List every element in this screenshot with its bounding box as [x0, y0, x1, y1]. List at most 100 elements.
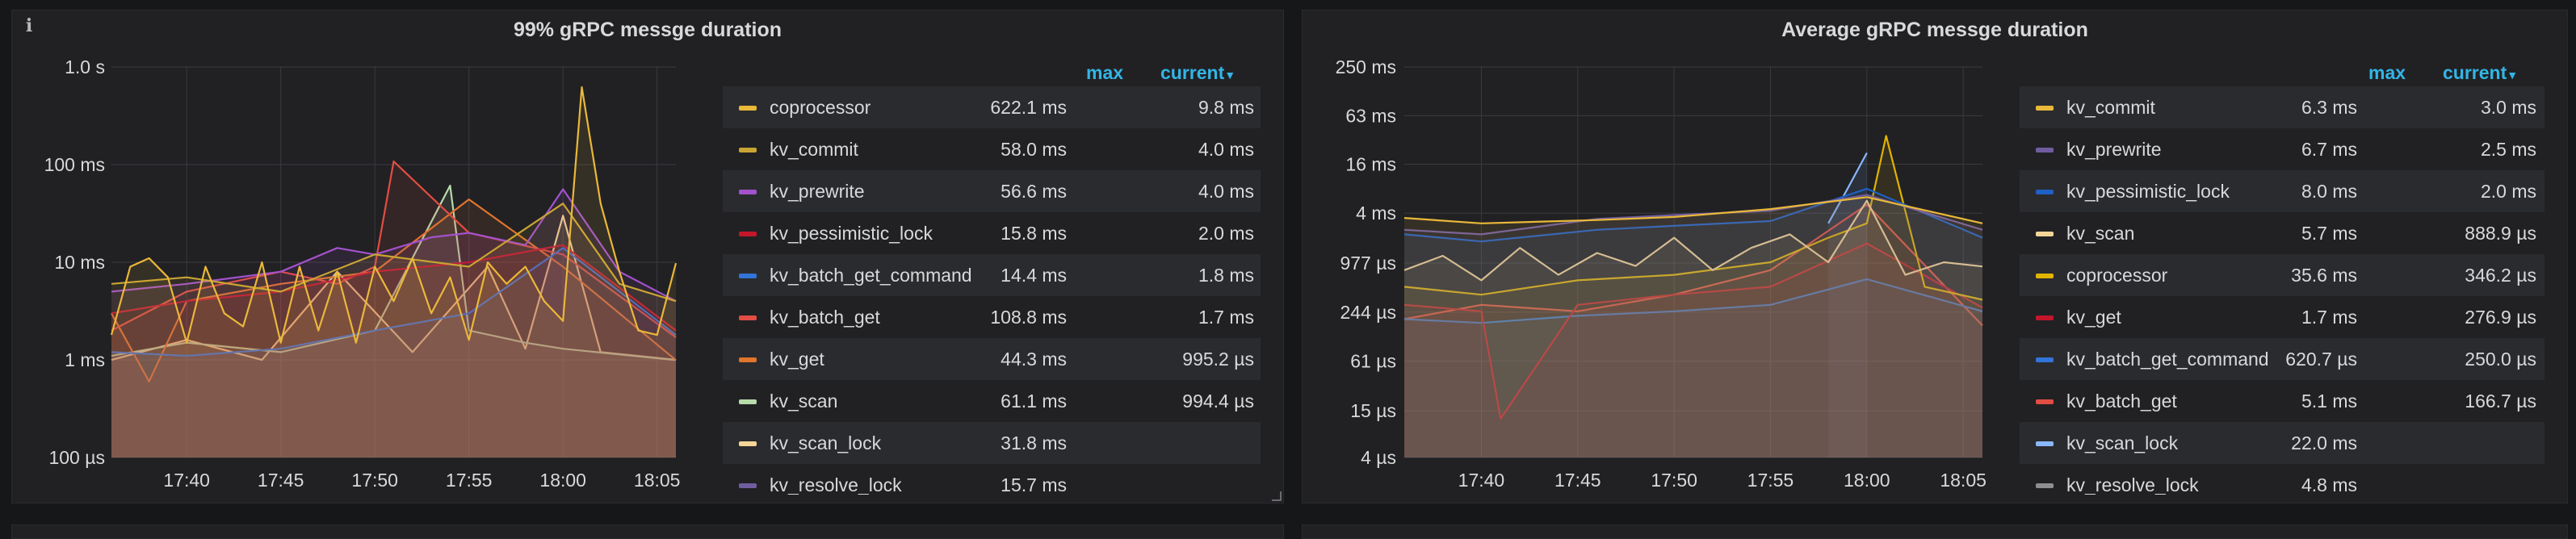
series-area — [111, 203, 676, 458]
legend-item[interactable]: kv_commit 6.3 ms 3.0 ms — [2020, 86, 2545, 128]
series-line[interactable] — [1403, 196, 1983, 224]
legend-swatch — [2036, 441, 2054, 446]
legend-item[interactable]: kv_batch_get_command 14.4 ms 1.8 ms — [723, 254, 1261, 296]
resize-handle[interactable] — [1272, 491, 1282, 501]
series-area — [1404, 194, 1982, 458]
x-tick-label: 17:45 — [1554, 470, 1601, 491]
series-area — [111, 244, 676, 458]
series-line[interactable] — [1403, 194, 1983, 236]
series-line[interactable] — [1403, 199, 1983, 282]
series-line[interactable] — [1403, 242, 1983, 420]
plot-area[interactable]: 1.0 s 100 ms 10 ms 1 ms 100 µs 17:40 17:45 17:5… — [12, 10, 723, 503]
legend-current-header[interactable]: current▼ — [2443, 62, 2518, 84]
y-tick-label: 100 ms — [44, 154, 105, 175]
legend-swatch — [739, 106, 757, 111]
legend-series-name: kv_prewrite — [770, 181, 865, 202]
legend-series-name: kv_pessimistic_lock — [770, 223, 933, 244]
panel-title[interactable]: Average gRPC messge duration — [1781, 19, 2088, 41]
series-line[interactable] — [1403, 135, 1983, 301]
legend-item[interactable]: coprocessor 35.6 ms 346.2 µs — [2020, 254, 2545, 296]
legend-max-value: 6.3 ms — [2301, 97, 2357, 118]
series-area — [111, 248, 676, 458]
series-area — [1404, 243, 1982, 458]
series-area — [111, 199, 676, 458]
legend-swatch — [2036, 106, 2054, 111]
y-tick-label: 250 ms — [1336, 56, 1396, 77]
series-line[interactable] — [1827, 152, 1868, 224]
legend-current-value: 4.0 ms — [1198, 139, 1254, 160]
legend-swatch — [2036, 357, 2054, 362]
legend-item[interactable]: kv_resolve_lock 4.8 ms — [2020, 464, 2545, 495]
legend-item[interactable]: kv_batch_get 108.8 ms 1.7 ms — [723, 296, 1261, 338]
series-line[interactable] — [111, 247, 677, 357]
legend-swatch — [739, 274, 757, 278]
x-tick-label: 17:55 — [1747, 470, 1794, 491]
x-tick-label: 17:50 — [351, 470, 398, 491]
legend-current-value: 888.9 µs — [2465, 223, 2536, 244]
sort-desc-icon: ▼ — [1224, 69, 1236, 81]
legend-item[interactable]: kv_batch_get 5.1 ms 166.7 µs — [2020, 380, 2545, 422]
legend-current-value: 2.0 ms — [1198, 223, 1254, 244]
legend-swatch — [739, 148, 757, 153]
legend-item[interactable]: kv_scan_lock 31.8 ms — [723, 422, 1261, 464]
info-icon[interactable]: i — [25, 15, 33, 36]
legend-item[interactable]: kv_pessimistic_lock 8.0 ms 2.0 ms — [2020, 170, 2545, 212]
x-tick-label: 17:40 — [1458, 470, 1505, 491]
legend-current-label: current — [2443, 62, 2507, 83]
legend-item[interactable]: kv_scan 5.7 ms 888.9 µs — [2020, 212, 2545, 254]
legend-current-value: 1.8 ms — [1198, 265, 1254, 286]
series-line[interactable] — [1403, 187, 1983, 243]
legend-max-value: 56.6 ms — [1001, 181, 1067, 202]
series-area — [1404, 188, 1982, 458]
legend-max-header[interactable]: max — [1086, 62, 1124, 83]
plot-area[interactable]: 250 ms 63 ms 16 ms 4 ms 977 µs 244 µs 61 µs 15 … — [1303, 10, 2005, 503]
legend-series-name: kv_resolve_lock — [2066, 474, 2199, 495]
legend-header: max current▼ — [723, 59, 1261, 86]
legend-current-header[interactable]: current▼ — [1160, 62, 1236, 84]
series-area — [111, 87, 676, 458]
legend-max-value: 31.8 ms — [1001, 432, 1067, 453]
legend-max-header[interactable]: max — [2368, 62, 2406, 83]
x-tick-label: 18:00 — [1844, 470, 1890, 491]
legend-item[interactable]: kv_pessimistic_lock 15.8 ms 2.0 ms — [723, 212, 1261, 254]
legend-swatch — [2036, 190, 2054, 194]
legend-series-name: kv_batch_get — [770, 307, 880, 328]
series-line[interactable] — [111, 184, 677, 361]
legend-item[interactable]: kv_get 44.3 ms 995.2 µs — [723, 338, 1261, 380]
legend-series-name: kv_batch_get — [2066, 391, 2177, 412]
legend-item[interactable]: kv_prewrite 6.7 ms 2.5 ms — [2020, 128, 2545, 170]
legend-series-name: kv_scan_lock — [770, 432, 882, 453]
legend-max-value: 620.7 µs — [2285, 349, 2357, 370]
series-line[interactable] — [111, 188, 677, 303]
series-line[interactable] — [110, 86, 678, 344]
legend-item[interactable]: kv_get 1.7 ms 276.9 µs — [2020, 296, 2545, 338]
x-tick-label: 17:40 — [163, 470, 210, 491]
legend-swatch — [2036, 232, 2054, 236]
legend-item[interactable]: kv_batch_get_command 620.7 µs 250.0 µs — [2020, 338, 2545, 380]
legend-item[interactable]: kv_resolve_lock 15.7 ms — [723, 464, 1261, 495]
legend-current-value: 995.2 µs — [1182, 349, 1254, 370]
legend-series-name: coprocessor — [2066, 265, 2168, 286]
series-line[interactable] — [111, 198, 677, 382]
series-area — [111, 215, 676, 458]
y-tick-label: 15 µs — [1350, 400, 1396, 421]
legend-max-value: 8.0 ms — [2301, 181, 2357, 202]
legend-item[interactable]: kv_scan 61.1 ms 994.4 µs — [723, 380, 1261, 422]
legend-item[interactable]: kv_prewrite 56.6 ms 4.0 ms — [723, 170, 1261, 212]
panel-99-grpc-duration: i 99% gRPC messge duration 1.0 s 100 ms 10… — [11, 10, 1284, 503]
next-panel-left — [11, 524, 1284, 539]
y-tick-label: 244 µs — [1340, 302, 1396, 323]
series-line[interactable] — [111, 244, 677, 332]
series-area — [1404, 279, 1982, 458]
legend-current-label: current — [1160, 62, 1225, 83]
legend-item[interactable]: kv_scan_lock 22.0 ms — [2020, 422, 2545, 464]
legend-item[interactable]: coprocessor 622.1 ms 9.8 ms — [723, 86, 1261, 128]
panel-title[interactable]: 99% gRPC messge duration — [513, 19, 782, 41]
legend-current-value: 4.0 ms — [1198, 181, 1254, 202]
legend-current-value: 276.9 µs — [2465, 307, 2536, 328]
series-line[interactable] — [111, 215, 677, 361]
series-line[interactable] — [1403, 278, 1983, 324]
series-area — [1828, 153, 1867, 458]
legend-current-value: 166.7 µs — [2465, 391, 2536, 412]
legend-item[interactable]: kv_commit 58.0 ms 4.0 ms — [723, 128, 1261, 170]
